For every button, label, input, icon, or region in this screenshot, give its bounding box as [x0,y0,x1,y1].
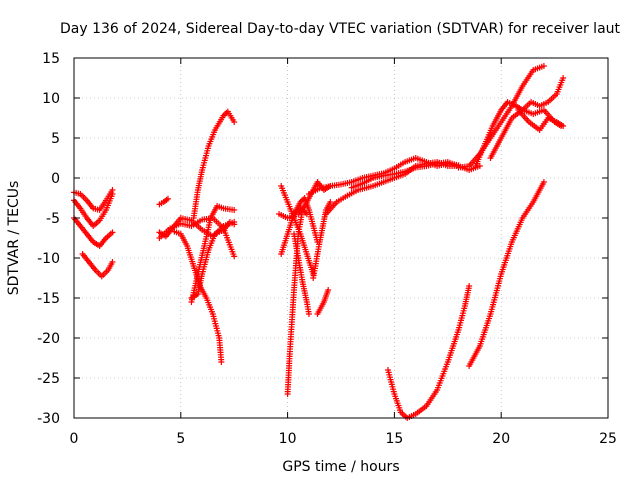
x-tick-label: 0 [70,431,79,447]
y-tick-label: -5 [46,211,60,227]
x-tick-label: 20 [492,431,510,447]
y-tick-label: -30 [37,411,60,427]
y-tick-label: 5 [51,131,60,147]
axis-ticks: 0 5 10 15 20 25 -30 -25 -20 -15 -10 -5 0 5 10 15 [37,51,617,447]
series-4 [79,251,116,280]
data-point [560,75,567,81]
y-axis-title: SDTVAR / TECUs [6,181,22,296]
x-tick-label: 10 [279,431,297,447]
data-point [164,195,171,202]
x-tick-label: 5 [176,431,185,447]
data-point [218,359,225,365]
series-28 [515,107,567,133]
data-point [560,123,567,129]
series-18 [314,287,332,317]
data-point [303,211,310,217]
data-marks [71,63,567,421]
series-14 [291,231,312,317]
data-point [231,253,238,260]
x-axis-title: GPS time / hours [282,459,399,475]
data-point [540,63,547,69]
data-point [466,283,473,289]
series-19 [276,203,304,221]
y-tick-label: 0 [51,171,60,187]
x-tick-label: 15 [385,431,403,447]
series-25 [455,63,547,171]
data-point [231,207,238,213]
series-2 [71,191,116,229]
series-10 [188,219,238,301]
data-point [297,203,304,209]
y-tick-label: 10 [42,91,60,107]
series-9 [171,228,225,365]
series-5 [156,195,171,208]
series-22 [348,159,483,191]
x-tick-label: 25 [599,431,617,447]
y-tick-label: -10 [37,251,60,267]
series-11 [190,108,238,221]
series-23 [384,283,473,421]
data-point [231,119,238,125]
data-point [109,229,116,236]
data-point [327,199,334,205]
data-point [325,287,332,293]
series-3 [71,215,116,249]
data-point [540,179,547,185]
data-point [231,221,238,228]
y-tick-label: -25 [37,371,60,387]
data-point [109,259,116,265]
series-17 [310,199,334,281]
chart-title: Day 136 of 2024, Sidereal Day-to-day VTE… [60,21,621,37]
plot-frame [73,57,609,419]
data-point [305,311,312,317]
y-tick-label: 15 [42,51,60,67]
data-point [109,191,116,197]
y-tick-label: -15 [37,291,60,307]
series-24 [466,179,547,369]
y-tick-label: -20 [37,331,60,347]
